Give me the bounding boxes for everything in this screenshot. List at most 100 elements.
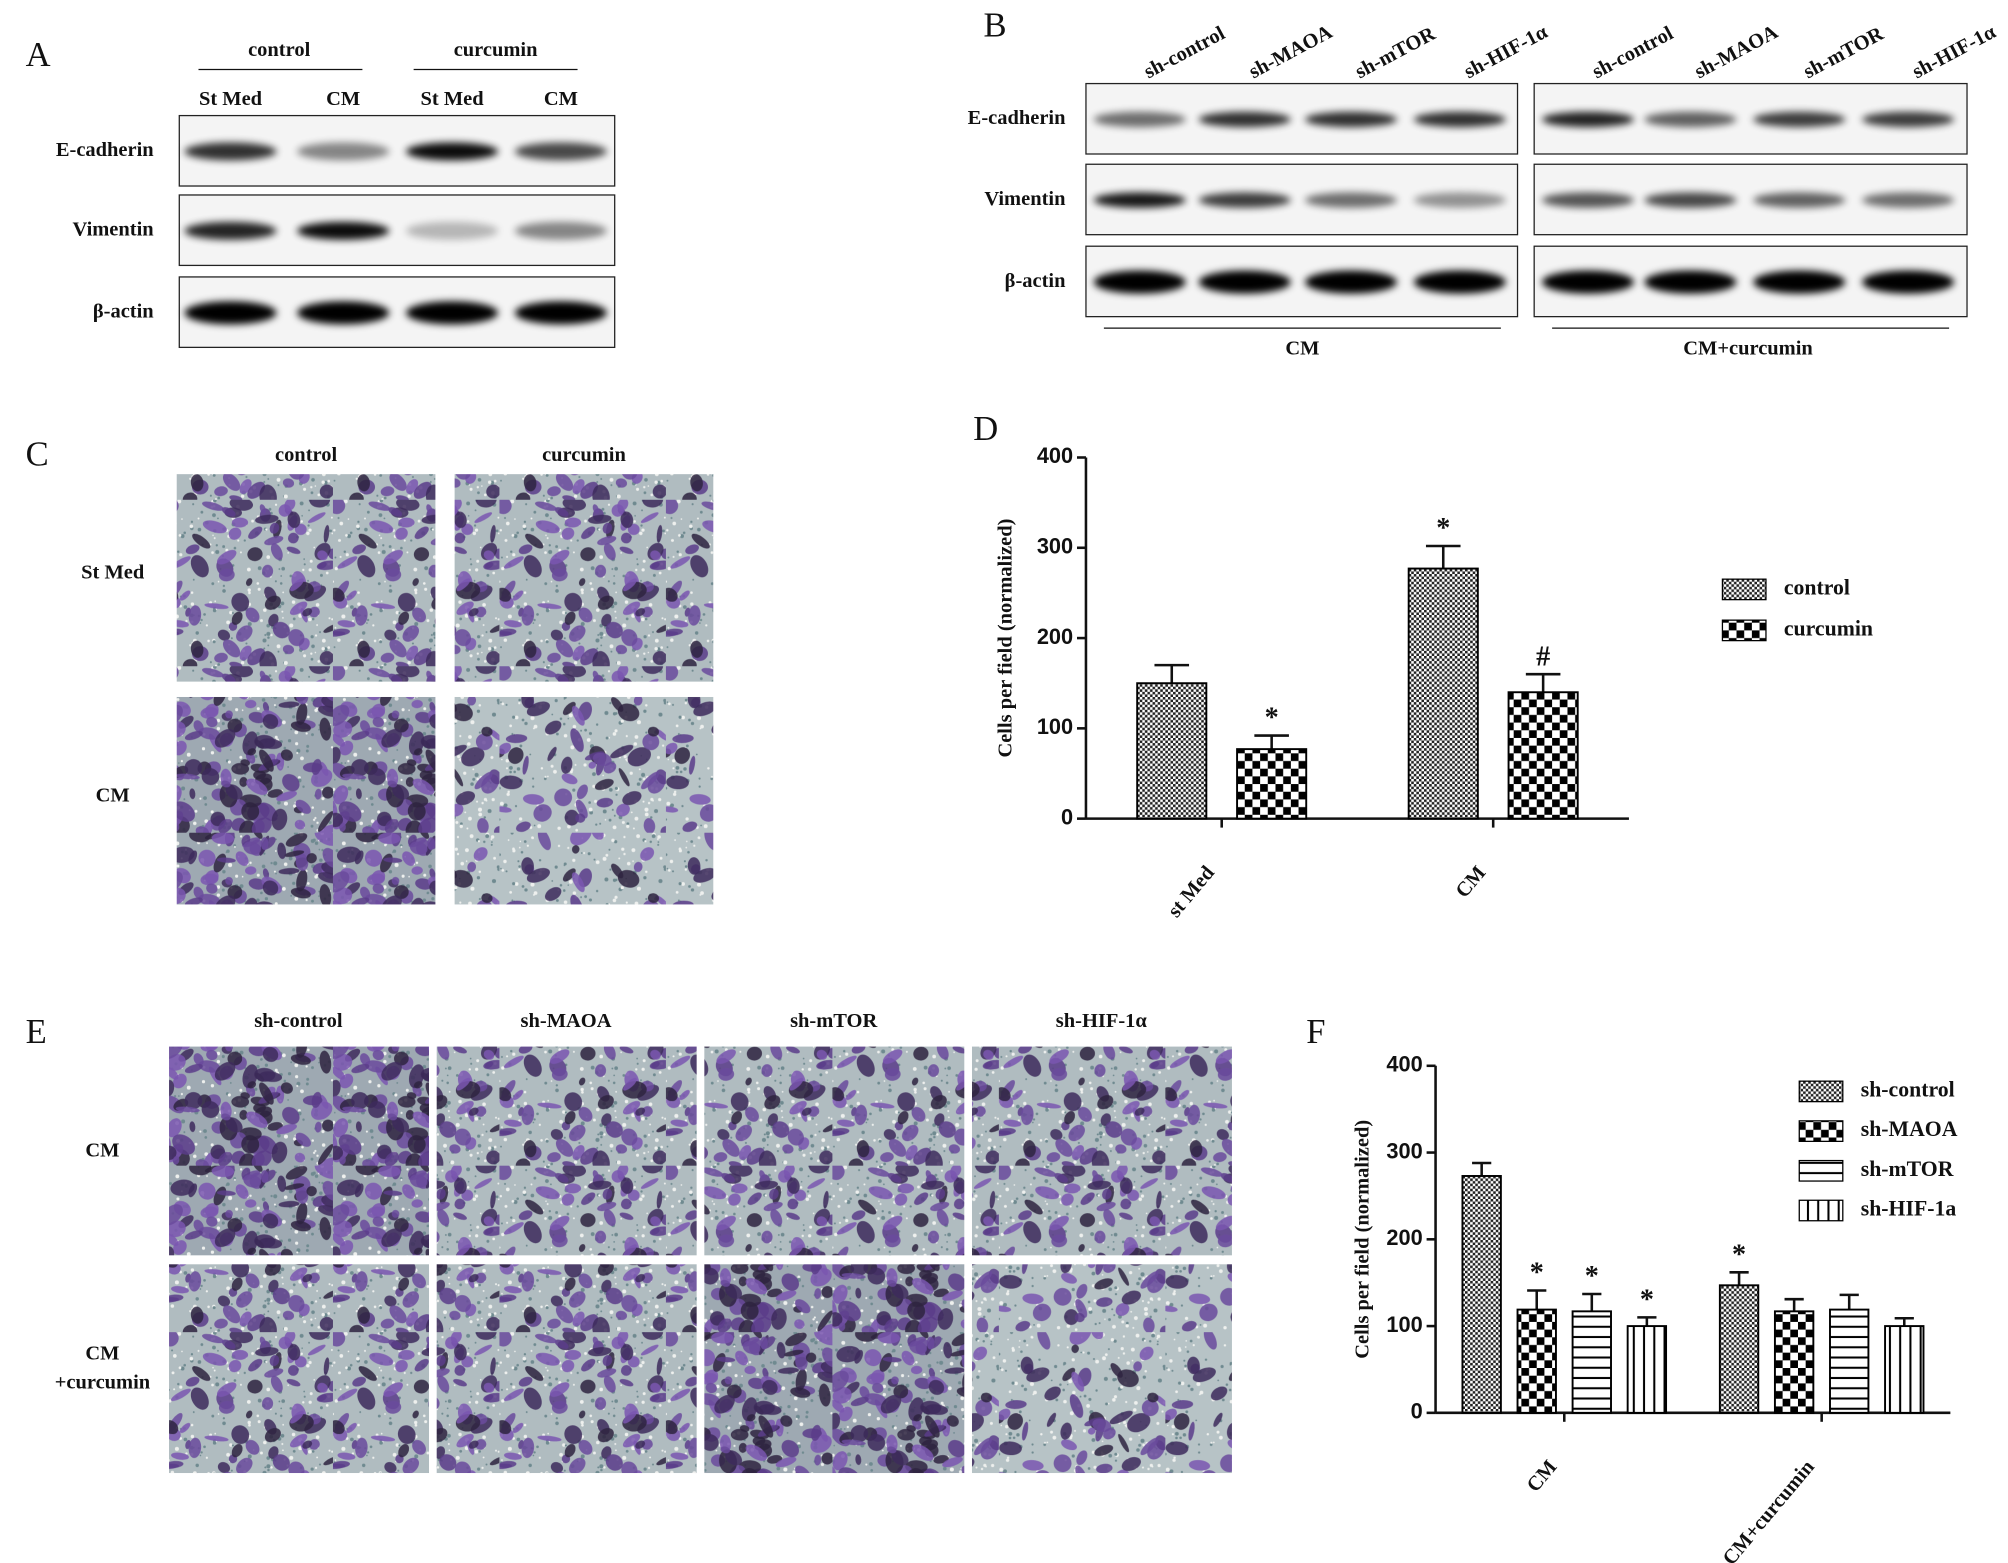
bar xyxy=(1829,1308,1870,1414)
x-tick-label: st Med xyxy=(1164,861,1220,921)
micrograph xyxy=(704,1264,965,1474)
x-tick-label: CM xyxy=(1523,1456,1562,1496)
legend-swatch xyxy=(1721,619,1767,642)
band xyxy=(1198,111,1291,128)
micrograph xyxy=(176,696,436,905)
band xyxy=(1413,270,1506,294)
lane-label: sh-mTOR xyxy=(1800,23,1888,83)
band xyxy=(1198,192,1291,208)
y-tick-label: 400 xyxy=(1386,1052,1422,1077)
row-label: E-cadherin xyxy=(56,139,154,161)
bar xyxy=(1626,1325,1668,1414)
micrograph xyxy=(454,474,714,682)
column-label: sh-HIF-1α xyxy=(1056,1010,1148,1032)
column-label: sh-mTOR xyxy=(790,1010,877,1032)
band xyxy=(1541,270,1635,294)
bar xyxy=(1773,1310,1815,1414)
row-label: CM xyxy=(96,785,130,807)
panel-letter: D xyxy=(973,410,998,448)
lane-label: sh-control xyxy=(1589,22,1678,83)
band xyxy=(1862,270,1955,294)
group-label: CM xyxy=(1285,338,1319,360)
legend-label: sh-HIF-1a xyxy=(1861,1197,1957,1221)
row-label: Vimentin xyxy=(984,188,1066,210)
band xyxy=(514,221,608,240)
y-tick-label: 100 xyxy=(1037,714,1073,739)
micrograph xyxy=(436,1264,697,1474)
micrograph xyxy=(971,1264,1232,1474)
lane-label: St Med xyxy=(421,88,485,110)
panel-letter: B xyxy=(984,6,1007,44)
band xyxy=(405,221,499,240)
panel-letter: E xyxy=(26,1013,47,1051)
y-tick-label: 200 xyxy=(1037,624,1073,649)
legend-swatch xyxy=(1721,578,1767,601)
row-label: β-actin xyxy=(93,300,154,322)
lane-label: sh-control xyxy=(1140,22,1229,83)
y-tick-label: 0 xyxy=(1411,1399,1423,1424)
band xyxy=(1862,192,1955,208)
lane-label: CM xyxy=(544,88,578,110)
significance-mark: * xyxy=(1436,513,1450,544)
significance-mark: * xyxy=(1732,1239,1746,1270)
significance-mark: * xyxy=(1265,703,1279,734)
panel-letter: A xyxy=(26,36,51,74)
group-label: curcumin xyxy=(454,39,538,61)
band xyxy=(1304,192,1398,208)
y-tick-label: 200 xyxy=(1386,1225,1422,1250)
column-label: control xyxy=(275,444,337,466)
band xyxy=(1198,270,1291,294)
micrograph xyxy=(436,1046,697,1256)
legend-label: sh-MAOA xyxy=(1861,1117,1958,1141)
row-label: CM xyxy=(85,1139,119,1161)
band xyxy=(1862,111,1955,128)
bar xyxy=(1884,1325,1925,1414)
column-label: curcumin xyxy=(542,444,626,466)
band xyxy=(1644,270,1737,294)
y-axis-label: Cells per field (normalized) xyxy=(1352,1120,1374,1359)
band xyxy=(297,142,390,161)
y-tick-label: 400 xyxy=(1037,443,1073,468)
lane-label: sh-HIF-1α xyxy=(1461,21,1552,83)
y-tick-label: 300 xyxy=(1037,534,1073,559)
band xyxy=(1093,192,1186,208)
bar xyxy=(1407,567,1479,820)
micrograph xyxy=(454,696,714,905)
legend-label: sh-control xyxy=(1861,1077,1955,1101)
legend-label: sh-mTOR xyxy=(1861,1157,1954,1181)
row-label: +curcumin xyxy=(55,1372,151,1394)
bar xyxy=(1571,1310,1612,1414)
band xyxy=(1304,111,1398,128)
band xyxy=(1753,270,1846,294)
significance-mark: * xyxy=(1585,1261,1599,1292)
band xyxy=(184,221,277,240)
row-label: β-actin xyxy=(1005,270,1066,292)
column-label: sh-control xyxy=(254,1010,343,1032)
legend-label: curcumin xyxy=(1784,616,1873,640)
bar xyxy=(1136,682,1208,820)
row-label: CM xyxy=(85,1342,119,1364)
legend-swatch xyxy=(1798,1159,1844,1182)
band xyxy=(405,301,499,325)
y-tick-label: 0 xyxy=(1061,804,1073,829)
x-tick-label: CM xyxy=(1452,862,1491,902)
legend-swatch xyxy=(1798,1199,1844,1222)
band xyxy=(184,301,277,325)
lane-label: sh-MAOA xyxy=(1691,21,1782,83)
micrograph xyxy=(169,1264,430,1474)
column-label: sh-MAOA xyxy=(521,1010,612,1032)
bar xyxy=(1461,1175,1502,1414)
band xyxy=(514,142,608,161)
row-label: St Med xyxy=(81,562,145,584)
band xyxy=(184,142,277,161)
x-tick-label: CM+curcumin xyxy=(1719,1456,1820,1563)
band xyxy=(297,221,390,240)
y-axis-label: Cells per field (normalized) xyxy=(994,519,1016,758)
lane-label: CM xyxy=(326,88,360,110)
group-label: control xyxy=(248,39,310,61)
micrograph xyxy=(169,1046,430,1256)
significance-mark: # xyxy=(1536,641,1550,672)
band xyxy=(1541,192,1635,208)
panel-letter: F xyxy=(1306,1013,1325,1051)
